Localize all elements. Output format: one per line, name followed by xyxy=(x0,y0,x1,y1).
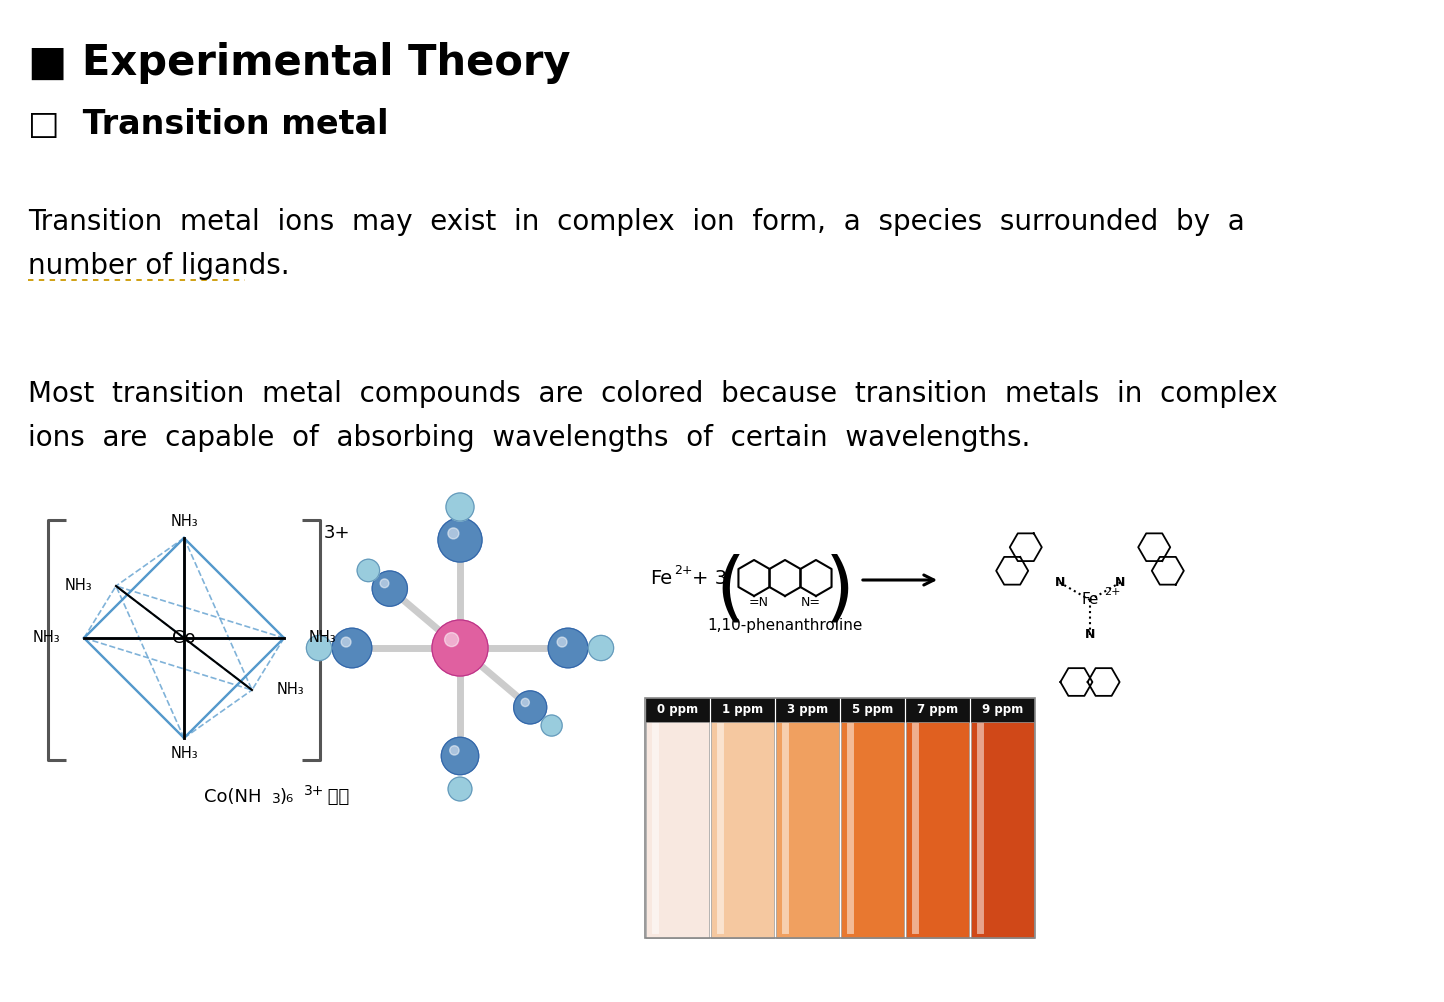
Bar xyxy=(970,698,1034,722)
Bar xyxy=(645,698,1035,938)
Text: NH₃: NH₃ xyxy=(170,746,198,762)
Bar xyxy=(710,698,774,722)
Text: number of ligands.: number of ligands. xyxy=(27,252,290,280)
Circle shape xyxy=(438,518,482,562)
Text: )₆: )₆ xyxy=(280,788,295,806)
Circle shape xyxy=(341,637,351,647)
Text: Co(NH: Co(NH xyxy=(204,788,261,806)
Text: N=: N= xyxy=(801,596,822,609)
Circle shape xyxy=(542,715,562,736)
Circle shape xyxy=(442,737,479,775)
Bar xyxy=(775,722,839,938)
Text: Fe: Fe xyxy=(650,568,671,587)
Text: N: N xyxy=(1084,628,1095,641)
Text: N: N xyxy=(1115,576,1125,589)
Circle shape xyxy=(448,528,459,539)
Text: 3 ppm: 3 ppm xyxy=(787,703,827,716)
Circle shape xyxy=(588,635,614,660)
Text: Fe: Fe xyxy=(1082,592,1099,607)
Text: NH₃: NH₃ xyxy=(64,578,92,593)
Circle shape xyxy=(549,628,588,667)
Text: Transition  metal  ions  may  exist  in  complex  ion  form,  a  species  surrou: Transition metal ions may exist in compl… xyxy=(27,208,1245,236)
Bar xyxy=(775,698,839,722)
Circle shape xyxy=(380,579,388,588)
Circle shape xyxy=(446,493,474,521)
Text: 1 ppm: 1 ppm xyxy=(722,703,762,716)
Bar xyxy=(645,722,709,938)
Text: 0 ppm: 0 ppm xyxy=(657,703,697,716)
Text: Most  transition  metal  compounds  are  colored  because  transition  metals  i: Most transition metal compounds are colo… xyxy=(27,380,1278,408)
Bar xyxy=(840,698,904,722)
Text: Co: Co xyxy=(172,629,196,647)
Text: □  Transition metal: □ Transition metal xyxy=(27,108,388,141)
Bar xyxy=(710,722,774,938)
Text: NH₃: NH₃ xyxy=(276,682,303,697)
Bar xyxy=(840,722,904,938)
Circle shape xyxy=(445,632,459,646)
Text: 3+: 3+ xyxy=(305,784,325,798)
Text: 2+: 2+ xyxy=(674,564,693,577)
Text: 9 ppm: 9 ppm xyxy=(982,703,1024,716)
Circle shape xyxy=(357,559,380,581)
Text: ■ Experimental Theory: ■ Experimental Theory xyxy=(27,42,570,84)
Text: 3: 3 xyxy=(271,792,280,806)
Circle shape xyxy=(432,620,488,676)
Text: =N: =N xyxy=(749,596,770,609)
Bar xyxy=(645,698,709,722)
Circle shape xyxy=(448,778,472,801)
Circle shape xyxy=(306,635,332,660)
Text: ): ) xyxy=(825,553,855,627)
Circle shape xyxy=(332,628,371,667)
Bar xyxy=(905,722,969,938)
Bar xyxy=(970,722,1034,938)
Circle shape xyxy=(514,691,547,723)
Text: 3+: 3+ xyxy=(323,524,351,542)
Circle shape xyxy=(521,698,530,706)
Text: 7 ppm: 7 ppm xyxy=(917,703,957,716)
Text: ions  are  capable  of  absorbing  wavelengths  of  certain  wavelengths.: ions are capable of absorbing wavelength… xyxy=(27,424,1031,452)
Text: 2+: 2+ xyxy=(1105,587,1121,597)
Text: 1,10-phenanthroline: 1,10-phenanthroline xyxy=(708,618,862,633)
Text: (: ( xyxy=(715,553,745,627)
Circle shape xyxy=(449,745,459,756)
Circle shape xyxy=(373,571,407,606)
Text: 5 ppm: 5 ppm xyxy=(852,703,894,716)
Bar xyxy=(905,698,969,722)
Text: N: N xyxy=(1054,576,1064,589)
Text: NH₃: NH₃ xyxy=(308,630,336,645)
Text: NH₃: NH₃ xyxy=(32,630,59,645)
Text: + 3: + 3 xyxy=(692,568,728,587)
Text: NH₃: NH₃ xyxy=(170,514,198,529)
Text: 이온: 이온 xyxy=(322,788,349,806)
Circle shape xyxy=(557,637,567,647)
